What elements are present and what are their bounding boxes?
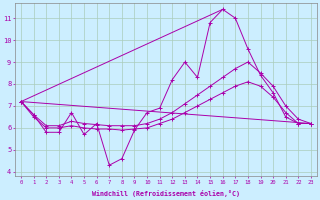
X-axis label: Windchill (Refroidissement éolien,°C): Windchill (Refroidissement éolien,°C): [92, 190, 240, 197]
